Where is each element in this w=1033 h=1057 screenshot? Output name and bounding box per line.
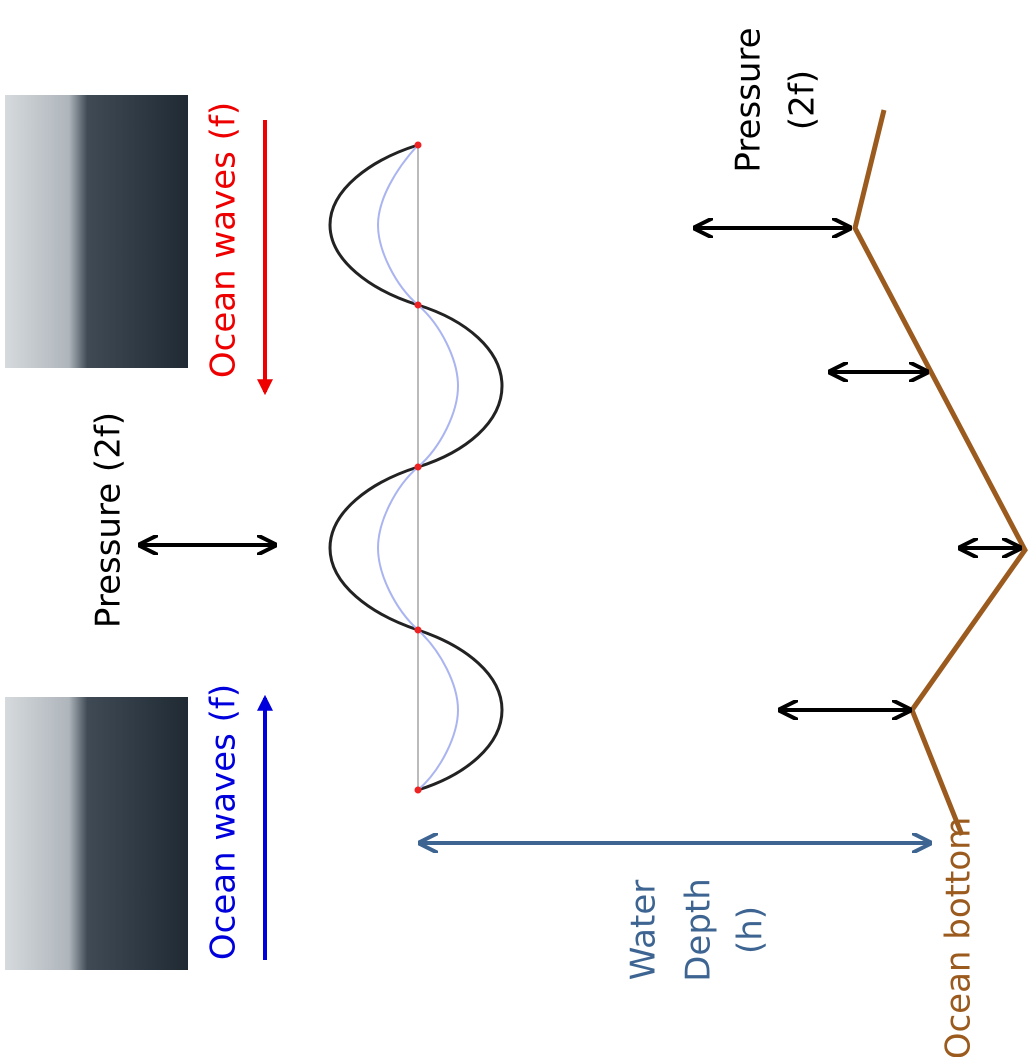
depth-line: Water — [624, 880, 664, 981]
ocean-photo — [5, 697, 188, 970]
ocean-bottom-label: Ocean bottom — [939, 817, 979, 1057]
depth-line: Depth — [679, 878, 719, 982]
ocean-floor — [855, 110, 1025, 835]
pressure-label: (2f) — [783, 70, 823, 130]
pressure-label: Pressure — [729, 27, 769, 172]
depth-line: (h) — [731, 906, 771, 954]
ocean-photo — [5, 95, 188, 368]
floor-pressure-arrows — [697, 228, 1018, 710]
pressure-label: Pressure (2f) — [89, 412, 129, 628]
wave-label: Ocean waves (f) — [204, 102, 244, 378]
depth-label: Water Depth (h) — [624, 878, 771, 982]
wave-label: Ocean waves (f) — [204, 684, 244, 960]
diagram: Ocean waves (f) Ocean waves (f) Pressure… — [0, 0, 1033, 1057]
